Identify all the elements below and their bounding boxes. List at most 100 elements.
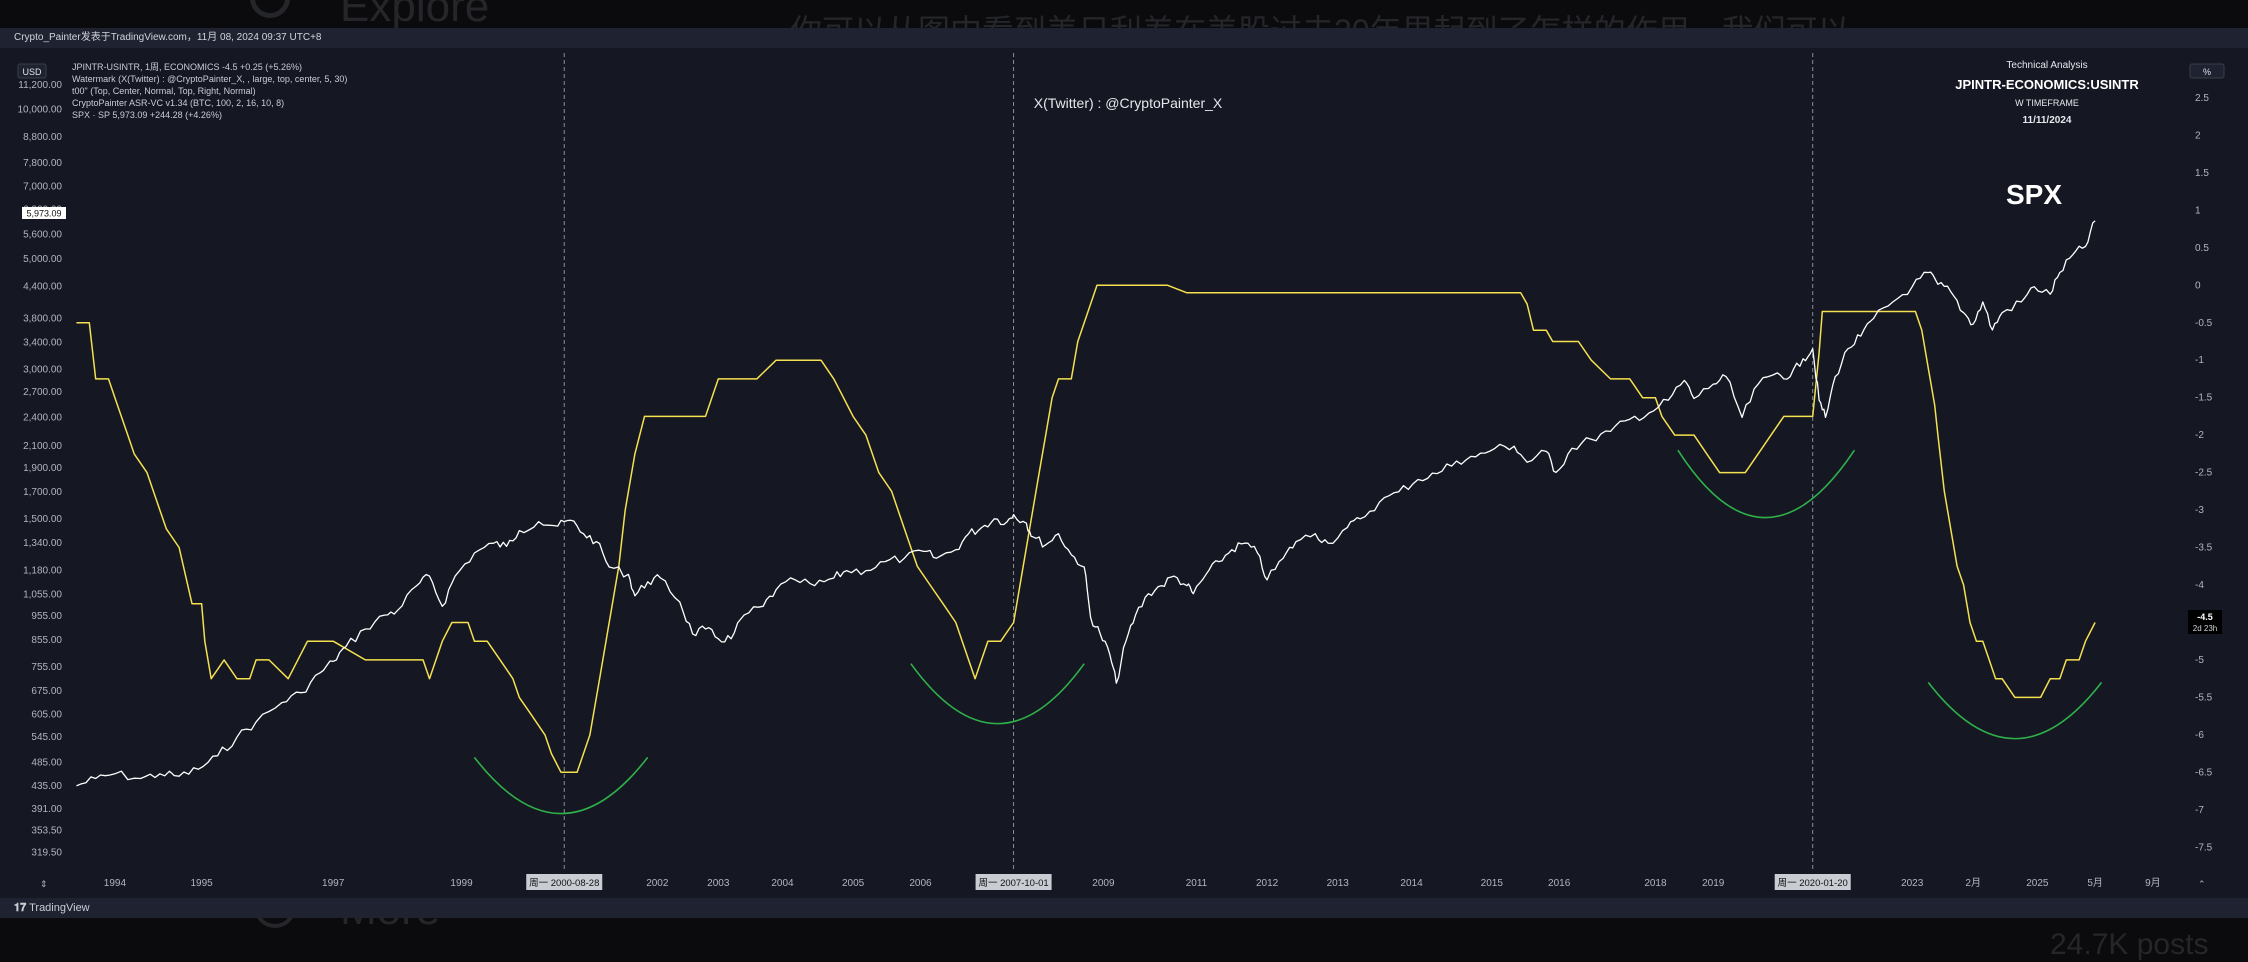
right-axis-ticks: 2.5 2 1.5 1 0.5 0 -0.5 -1 -1.5 -2 -2.5 -3 -3.5 -4 -4.5… — [2195, 93, 2213, 853]
spx-series-label: SPX — [2006, 179, 2062, 210]
left-axis-tick: 955.00 — [31, 611, 62, 622]
currency-badge[interactable]: USD — [22, 67, 42, 77]
title-line-2: JPINTR-ECONOMICS:USINTR — [1955, 77, 2139, 92]
date-marker-lines — [563, 53, 1814, 872]
currency-badge-bg[interactable] — [17, 63, 47, 79]
left-axis-tick: 5,000.00 — [23, 254, 62, 265]
time-axis-tick: 1995 — [190, 878, 213, 889]
left-axis-tick: 545.00 — [31, 732, 62, 743]
legend-line-2: Watermark (X(Twitter) : @CryptoPainter_X… — [72, 74, 347, 84]
right-axis-tick: 0 — [2195, 280, 2201, 291]
left-axis-tick: 391.00 — [31, 804, 62, 815]
legend-line-4: CryptoPainter ASR-VC v1.34 (BTC, 100, 2,… — [72, 98, 284, 108]
time-axis-tick: 2003 — [707, 878, 730, 889]
right-axis-tick: -1 — [2195, 355, 2204, 366]
left-axis-tick: 4,400.00 — [23, 282, 62, 293]
footer-strip: 𝟏𝟕 TradingView — [0, 898, 2248, 918]
title-line-3: W TIMEFRAME — [2015, 98, 2079, 108]
time-axis-tick: 2023 — [1901, 878, 1924, 889]
time-axis-tick: 5月 — [2087, 877, 2103, 889]
spread-badge-value: -4.5 — [2197, 612, 2213, 622]
time-axis-tick: 9月 — [2145, 877, 2161, 889]
date-marker-badges: 周一 2000-08-28 周一 2007-10-01 周一 2020-01-20 — [526, 874, 1851, 890]
left-axis-tick: 7,000.00 — [23, 182, 62, 193]
left-axis-tick: 10,000.00 — [18, 105, 63, 116]
left-axis-tick: 2,700.00 — [23, 387, 62, 398]
left-axis-tick: 11,200.00 — [18, 80, 62, 91]
spx-series-line — [76, 220, 2096, 787]
left-axis-tick: 2,100.00 — [23, 441, 62, 452]
left-axis-tick: 855.00 — [31, 635, 62, 646]
right-axis-tick: -7 — [2195, 805, 2204, 816]
right-axis-tick: 2 — [2195, 130, 2201, 141]
left-axis-tick: 8,800.00 — [23, 132, 62, 143]
date-marker-badge: 周一 2007-10-01 — [978, 878, 1048, 889]
right-axis-tick: 1 — [2195, 205, 2201, 216]
right-axis-tick: -6 — [2195, 730, 2204, 741]
scroll-left-icon[interactable]: ⇕ — [40, 879, 48, 889]
left-axis-tick: 7,800.00 — [23, 158, 62, 169]
highlight-arc — [1677, 449, 1856, 519]
footer-brand: TradingView — [29, 902, 90, 914]
right-axis-tick: -1.5 — [2195, 393, 2213, 404]
time-axis-tick: 2015 — [1481, 878, 1504, 889]
date-marker-badge: 周一 2000-08-28 — [529, 878, 599, 889]
left-axis-tick: 353.50 — [31, 826, 62, 837]
right-axis-tick: -3.5 — [2195, 543, 2213, 554]
time-axis-tick: 2009 — [1092, 878, 1115, 889]
highlight-arc — [473, 756, 649, 815]
percent-badge-bg[interactable] — [2189, 63, 2225, 79]
price-badge-bg — [22, 207, 66, 219]
left-axis-tick: 3,000.00 — [23, 364, 62, 375]
search-icon — [250, 0, 290, 18]
title-line-4: 11/11/2024 — [2023, 115, 2072, 126]
highlight-arcs — [473, 449, 2103, 815]
time-axis-tick: 2004 — [771, 878, 794, 889]
legend-line-5: SPX · SP 5,973.09 +244.28 (+4.26%) — [72, 110, 222, 120]
header-title: Crypto_Painter发表于TradingView.com，11月 08,… — [14, 32, 322, 43]
spread-badge-bg — [2188, 610, 2222, 634]
right-axis-tick: -7.5 — [2195, 842, 2213, 853]
chart-screenshot: Crypto_Painter发表于TradingView.com，11月 08,… — [0, 28, 2248, 918]
time-axis-tick: 2002 — [646, 878, 669, 889]
header-strip: Crypto_Painter发表于TradingView.com，11月 08,… — [0, 28, 2248, 48]
axis-settings-icon[interactable]: ⌃ — [2198, 879, 2206, 889]
left-axis-tick: 319.50 — [31, 847, 62, 858]
title-line-1: Technical Analysis — [2006, 60, 2087, 71]
watermark-text: X(Twitter) : @CryptoPainter_X — [1034, 95, 1223, 111]
percent-badge[interactable]: % — [2203, 67, 2211, 77]
time-axis-tick: 1999 — [450, 878, 473, 889]
right-axis-tick: -5.5 — [2195, 692, 2213, 703]
time-axis-tick: 2014 — [1400, 878, 1423, 889]
legend-line-1: JPINTR-USINTR, 1周, ECONOMICS -4.5 +0.25 … — [72, 62, 302, 72]
time-axis-tick: 2019 — [1702, 878, 1725, 889]
right-axis-tick: -5 — [2195, 655, 2204, 666]
time-axis-tick: 2005 — [842, 878, 865, 889]
left-axis-tick: 1,340.00 — [23, 538, 62, 549]
posts-count: 24.7K posts — [2050, 928, 2209, 961]
time-axis-tick: 2012 — [1256, 878, 1279, 889]
left-axis-tick: 675.00 — [31, 686, 62, 697]
spread-badge-countdown: 2d 23h — [2193, 624, 2217, 633]
right-axis-tick: -3 — [2195, 505, 2204, 516]
left-axis-tick: 1,055.00 — [23, 590, 62, 601]
left-axis-tick: 1,180.00 — [23, 566, 62, 577]
right-axis-tick: 2.5 — [2195, 93, 2209, 104]
time-axis-tick: 2013 — [1327, 878, 1350, 889]
price-badge: 5,973.09 — [26, 209, 61, 219]
left-axis-tick: 605.00 — [31, 710, 62, 721]
right-axis-tick: 1.5 — [2195, 168, 2209, 179]
time-axis-tick: 2006 — [909, 878, 932, 889]
left-axis-tick: 3,400.00 — [23, 337, 62, 348]
series-lines — [76, 220, 2096, 787]
right-axis-tick: -6.5 — [2195, 767, 2213, 778]
date-marker-badge-bg — [526, 874, 603, 890]
highlight-arc — [1927, 681, 2103, 740]
tradingview-logo: 𝟏𝟕 — [14, 902, 27, 914]
right-axis-tick: -2.5 — [2195, 468, 2213, 479]
time-axis-ticks: 1994199519971999200220032004200520062020… — [104, 877, 2161, 889]
left-axis-tick: 1,500.00 — [23, 514, 62, 525]
legend-line-3: t00" (Top, Center, Normal, Top, Right, N… — [72, 86, 256, 96]
right-axis-tick: -0.5 — [2195, 318, 2213, 329]
time-axis-tick: 2025 — [2026, 878, 2049, 889]
